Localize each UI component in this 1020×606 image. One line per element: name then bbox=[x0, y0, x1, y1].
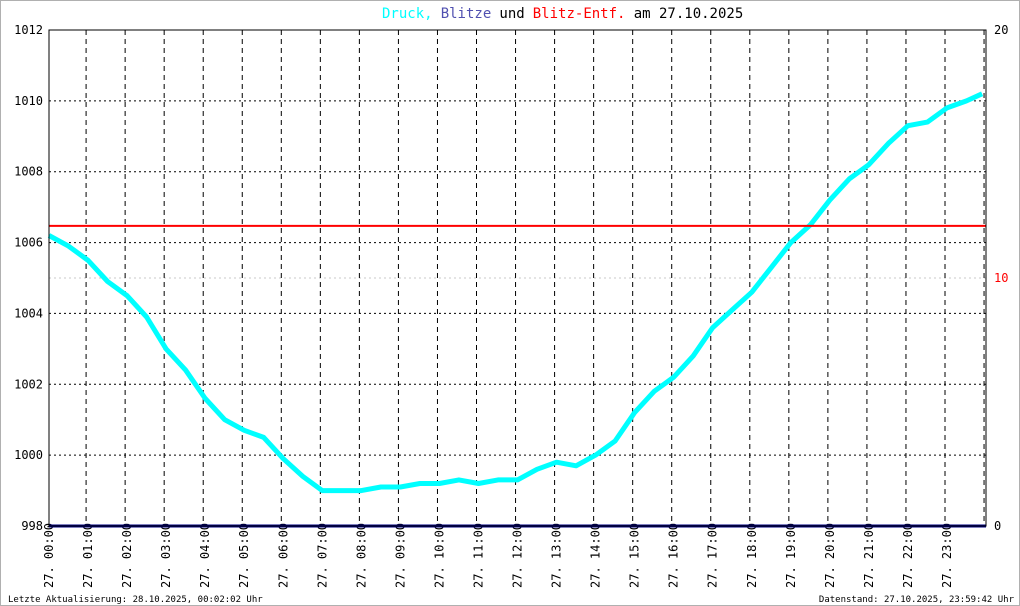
chart-title: Druck, Blitze und Blitz-Entf. am 27.10.2… bbox=[382, 6, 743, 22]
title-blitze: Blitze bbox=[441, 6, 492, 22]
x-tick-label: 27. 06:00 bbox=[276, 523, 290, 588]
x-tick-label: 27. 14:00 bbox=[589, 523, 603, 588]
x-tick-label: 27. 23:00 bbox=[940, 523, 954, 588]
y-right-tick-label: 20 bbox=[994, 23, 1008, 37]
x-tick-label: 27. 07:00 bbox=[315, 523, 329, 588]
x-tick-label: 27. 21:00 bbox=[862, 523, 876, 588]
x-tick-label: 27. 05:00 bbox=[237, 523, 251, 588]
series-druck-line bbox=[47, 91, 984, 494]
x-tick-label: 27. 10:00 bbox=[432, 523, 446, 588]
title-und: und bbox=[499, 6, 524, 22]
y-left-axis: 998 1000 1002 1004 1006 1008 1010 1012 bbox=[14, 23, 43, 533]
y-right-tick-label: 10 bbox=[994, 271, 1008, 285]
x-tick-label: 27. 12:00 bbox=[511, 523, 525, 588]
footer-last-update: Letzte Aktualisierung: 28.10.2025, 00:02… bbox=[8, 595, 263, 605]
y-left-tick-label: 1008 bbox=[14, 165, 43, 179]
x-axis: 27. 00:00 27. 01:00 27. 02:00 27. 03:00 27. … bbox=[42, 523, 954, 588]
x-tick-label: 27. 20:00 bbox=[823, 523, 837, 588]
x-tick-label: 27. 16:00 bbox=[667, 523, 681, 588]
y-right-axis: 0 10 20 bbox=[994, 23, 1008, 533]
x-tick-label: 27. 02:00 bbox=[120, 523, 134, 588]
y-left-tick-label: 1004 bbox=[14, 306, 43, 320]
x-tick-label: 27. 08:00 bbox=[354, 523, 368, 588]
y-left-tick-label: 1000 bbox=[14, 448, 43, 462]
x-tick-label: 27. 22:00 bbox=[901, 523, 915, 588]
y-right-tick-label: 0 bbox=[994, 519, 1001, 533]
x-tick-label: 27. 15:00 bbox=[628, 523, 642, 588]
series-layer bbox=[47, 91, 986, 528]
x-tick-label: 27. 19:00 bbox=[784, 523, 798, 588]
x-tick-label: 27. 04:00 bbox=[198, 523, 212, 588]
y-left-tick-label: 1012 bbox=[14, 23, 43, 37]
title-date: am 27.10.2025 bbox=[634, 6, 744, 22]
x-tick-label: 27. 13:00 bbox=[550, 523, 564, 588]
x-tick-label: 27. 17:00 bbox=[706, 523, 720, 588]
footer-data-status: Datenstand: 27.10.2025, 23:59:42 Uhr bbox=[819, 595, 1015, 605]
title-druck: Druck, bbox=[382, 6, 433, 22]
x-tick-label: 27. 18:00 bbox=[745, 523, 759, 588]
x-tick-label: 27. 00:00 bbox=[42, 523, 56, 588]
x-tick-label: 27. 11:00 bbox=[471, 523, 485, 588]
grid bbox=[49, 30, 986, 526]
plot-border bbox=[48, 29, 987, 527]
y-left-tick-label: 1010 bbox=[14, 94, 43, 108]
x-tick-label: 27. 01:00 bbox=[81, 523, 95, 588]
y-left-tick-label: 998 bbox=[21, 519, 43, 533]
y-left-tick-label: 1006 bbox=[14, 236, 43, 250]
x-tick-label: 27. 03:00 bbox=[159, 523, 173, 588]
x-tick-label: 27. 09:00 bbox=[393, 523, 407, 588]
y-left-tick-label: 1002 bbox=[14, 377, 43, 391]
title-blitz-entf: Blitz-Entf. bbox=[533, 6, 626, 22]
